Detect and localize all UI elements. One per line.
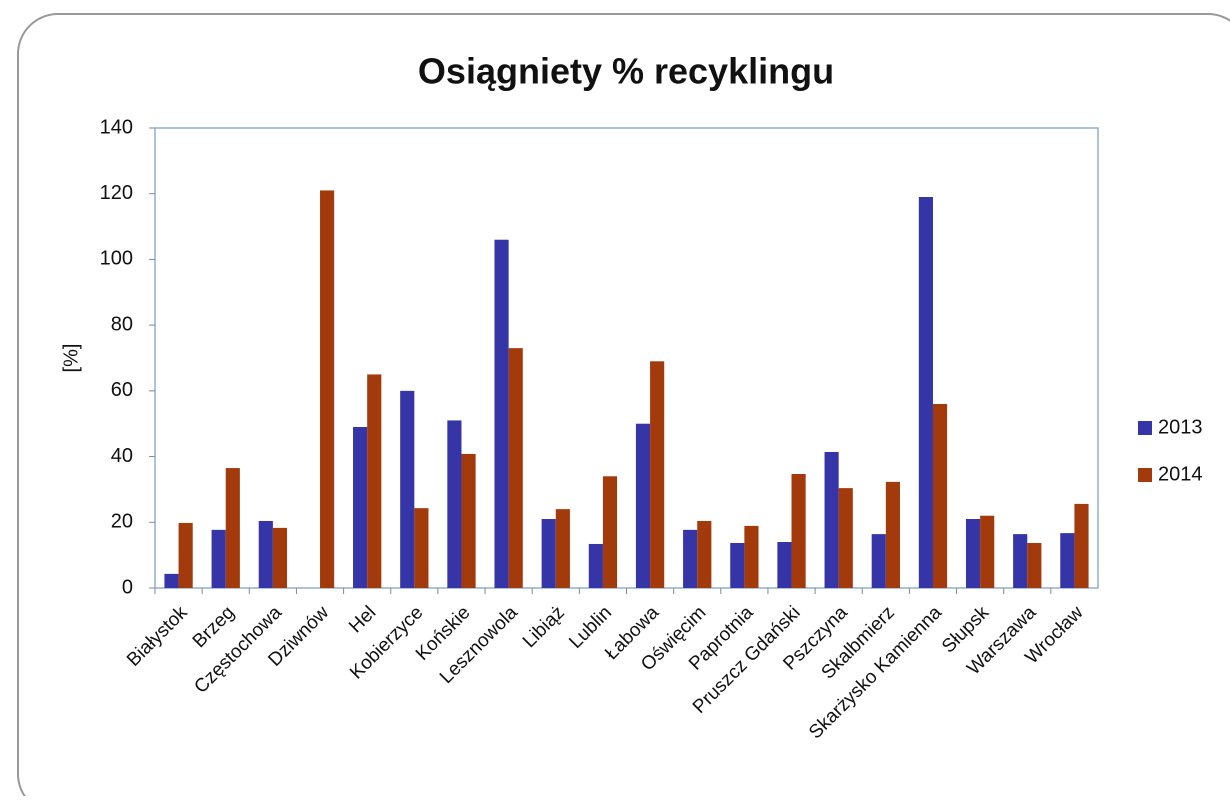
y-tick-label: 60	[111, 379, 133, 401]
bar	[400, 390, 415, 588]
bar	[225, 468, 240, 588]
bar	[602, 476, 618, 588]
bar	[555, 509, 570, 588]
bar	[697, 520, 712, 588]
bar	[353, 427, 368, 588]
bar	[824, 451, 839, 588]
bar	[730, 542, 745, 588]
bar	[683, 529, 698, 588]
bar	[1074, 503, 1089, 588]
y-tick-label: 40	[111, 445, 133, 467]
bar	[258, 520, 273, 588]
bar	[447, 420, 462, 588]
bar	[1013, 534, 1028, 588]
bar	[367, 374, 382, 588]
y-tick-label: 0	[122, 576, 133, 598]
bar	[541, 519, 556, 588]
bar	[178, 522, 193, 588]
y-tick-label: 100	[100, 248, 133, 270]
y-axis-label: [%]	[60, 344, 82, 373]
bar	[272, 527, 288, 588]
bar	[838, 488, 853, 588]
bar	[791, 473, 806, 588]
bar	[650, 361, 665, 588]
y-tick-label: 120	[100, 182, 133, 204]
bar	[777, 542, 792, 588]
bar	[744, 525, 759, 588]
legend-swatch	[1138, 468, 1152, 482]
legend-label: 2013	[1158, 416, 1203, 438]
bar	[494, 239, 509, 588]
bar	[211, 529, 226, 588]
legend-swatch	[1138, 421, 1152, 435]
y-tick-label: 20	[111, 511, 133, 533]
bar	[932, 404, 948, 588]
bar	[918, 197, 933, 588]
bar	[980, 515, 995, 588]
bar	[1060, 533, 1075, 588]
bar	[588, 543, 603, 588]
chart-title: Osiągniety % recyklingu	[418, 51, 834, 92]
bar	[461, 453, 476, 588]
legend-label: 2014	[1158, 463, 1203, 485]
bar	[320, 190, 335, 588]
y-tick-label: 80	[111, 313, 133, 335]
bar	[871, 534, 886, 588]
bar	[508, 348, 523, 588]
bar	[885, 481, 900, 588]
bar	[414, 508, 429, 588]
y-tick-label: 140	[100, 116, 133, 138]
bar	[635, 423, 651, 588]
bar	[1027, 542, 1042, 588]
bar	[965, 519, 981, 588]
bar	[164, 573, 179, 588]
